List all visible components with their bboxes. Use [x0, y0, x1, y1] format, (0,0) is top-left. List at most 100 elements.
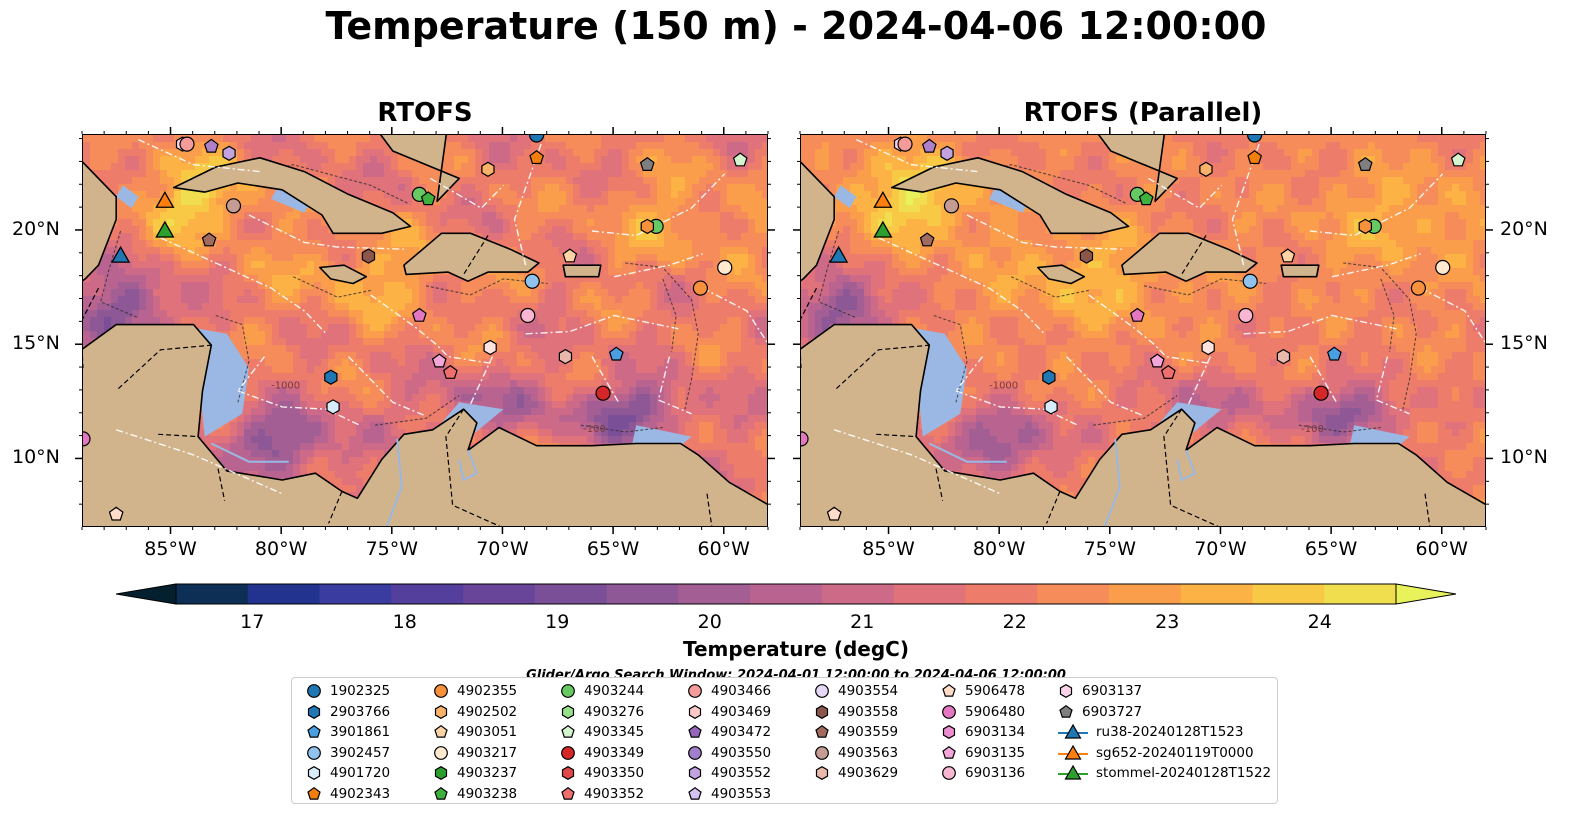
legend-label: 4902502 [457, 703, 518, 720]
colorbar-band [893, 584, 967, 604]
legend-item: 4903553 [687, 784, 771, 804]
legend-label: 4901720 [330, 765, 391, 781]
float-marker-3901861 [1326, 346, 1342, 361]
legend-glider-symbol [1058, 764, 1088, 780]
map-panel-rtofs-parallel: -1000 -100 [800, 134, 1486, 527]
land-mass-6 [379, 135, 461, 203]
glider-marker-ru38-20240128T1523 [111, 245, 131, 263]
legend-label: 3901861 [330, 724, 391, 740]
legend-label: 4903350 [584, 765, 645, 781]
float-marker-4903345 [1450, 152, 1466, 167]
eez-boundary-8 [1309, 356, 1338, 403]
legend-item: 6903137 [1058, 681, 1142, 701]
lon-tick-label: 60°W [1415, 538, 1468, 560]
eez-boundary-3 [370, 294, 493, 365]
legend-label: 6903135 [965, 744, 1026, 761]
float-marker-4903472 [203, 138, 219, 153]
legend-marker-circle [434, 684, 448, 698]
axis-ticks-panel-1 [793, 127, 1493, 534]
figure-title: Temperature (150 m) - 2024-04-06 12:00:0… [325, 4, 1267, 48]
float-marker-6903134 [1129, 307, 1145, 322]
colorbar-band [678, 584, 751, 604]
country-border-2 [876, 433, 917, 438]
legend-item: 4903552 [687, 763, 771, 783]
eez-boundary-7 [469, 356, 494, 405]
legend-marker-pentagon [1059, 704, 1073, 718]
lat-tick-label-left: 15°N [12, 332, 60, 355]
legend-label: 4902355 [457, 683, 518, 699]
legend-float-symbol [688, 724, 702, 738]
legend-label: 4903629 [838, 765, 899, 781]
legend-label: 4903244 [584, 683, 645, 699]
legend-float-symbol [942, 745, 956, 759]
eez-boundary-10 [237, 356, 266, 392]
legend-item: sg652-20240119T0000 [1058, 743, 1254, 763]
isobath-line-1 [100, 230, 139, 319]
map-panel-rtofs: -1000 -100 [82, 134, 768, 527]
eez-boundary-0 [138, 138, 261, 173]
legend-marker-pentagon [688, 724, 702, 738]
land-mass-5 [801, 161, 836, 282]
legend-float-symbol [815, 745, 829, 760]
lon-tick-label: 75°W [365, 538, 419, 560]
legend-marker-pentagon [815, 724, 829, 738]
legend-float-symbol [434, 745, 448, 760]
legend-marker-circle [307, 745, 321, 760]
float-marker-4902343 [529, 150, 545, 165]
float-marker-4903217 [717, 259, 733, 276]
land-mass-5 [83, 161, 118, 282]
legend-item: 4903238 [433, 784, 517, 804]
legend-label: 4903553 [711, 785, 772, 802]
legend-item: 4903217 [433, 743, 517, 763]
legend-label: 6903727 [1082, 703, 1143, 720]
legend-float-symbol [815, 704, 829, 719]
eez-boundary-13 [1148, 177, 1223, 209]
colorbar-band [821, 584, 895, 604]
legend-marker-circle [942, 766, 956, 780]
country-border-5 [1163, 408, 1219, 526]
legend-marker-hexagon [942, 725, 956, 739]
legend-item: 4902502 [433, 702, 517, 722]
float-marker-4903563 [897, 136, 913, 152]
eez-boundary-4 [1243, 314, 1399, 335]
legend-float-symbol [942, 766, 956, 780]
eez-boundary-5 [1309, 173, 1444, 237]
lon-tick-label: 70°W [476, 538, 529, 560]
legend-marker-circle [688, 684, 702, 698]
lon-tick-label: 70°W [1194, 538, 1247, 560]
lat-tick-label-left: 20°N [12, 217, 60, 240]
float-marker-4903629b [558, 348, 573, 365]
country-border-1 [117, 344, 212, 390]
legend-marker-hexagon [815, 704, 829, 719]
legend-float-symbol [1059, 684, 1073, 698]
country-border-2 [158, 433, 199, 438]
legend-float-symbol [561, 704, 575, 719]
colorbar-band [247, 584, 321, 604]
legend-item: 4903554 [814, 681, 898, 701]
land-mass-4 [1280, 264, 1320, 278]
legend-label: 2903766 [330, 703, 391, 720]
isobath-line-5 [1343, 262, 1417, 410]
legend-label: 4903469 [711, 703, 772, 720]
legend-float-symbol [688, 786, 702, 800]
isobath-line-0 [955, 164, 1127, 204]
legend-marker-hexagon [307, 766, 321, 780]
colorbar-band [391, 584, 464, 604]
colorbar-tick-label: 19 [545, 611, 570, 633]
eez-boundary-8 [591, 356, 620, 403]
eez-boundary-4 [525, 314, 681, 335]
glider-marker-sg652-20240119T0000 [155, 190, 175, 208]
eez-boundary-12 [833, 429, 1001, 495]
legend-item: 4903629 [814, 763, 898, 783]
float-marker-4903352 [442, 364, 458, 379]
eez-boundary-14 [347, 356, 427, 417]
legend-float-symbol [307, 704, 321, 719]
glider-marker-stommel-20240128T1522 [155, 220, 175, 238]
eez-boundary-9 [955, 390, 1078, 426]
float-marker-4903217 [1435, 259, 1451, 276]
legend-label: 4903352 [584, 785, 645, 802]
shelf-area-2 [116, 185, 139, 209]
legend-label: 4903276 [584, 703, 645, 720]
legend-item: 1902325 [306, 681, 390, 701]
land-mass-3 [403, 232, 540, 282]
